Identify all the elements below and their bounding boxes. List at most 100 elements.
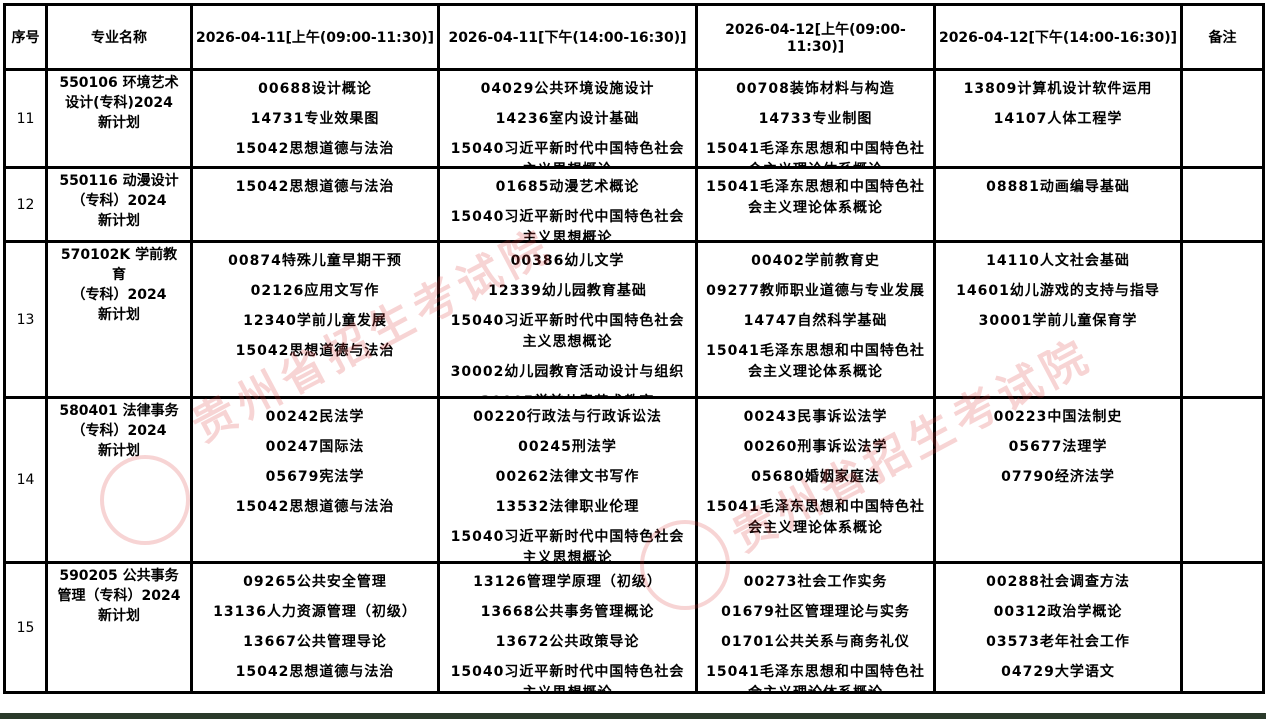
course-item: 00260刑事诉讼法学 (743, 439, 888, 455)
major-name-line: 新计划 (98, 115, 140, 131)
course-item: 12339幼儿园教育基础 (488, 283, 647, 299)
row-number: 14 (3, 396, 48, 564)
course-item: 15042思想道德与法治 (235, 179, 395, 195)
exam-slot-cell: 09265公共安全管理 13136人力资源管理（初级） 13667公共管理导论 150… (190, 561, 440, 694)
course-item: 15040习近平新时代中国特色社会主义思想概论 (450, 664, 685, 690)
course-item: 00245刑法学 (518, 439, 617, 455)
note-cell (1180, 68, 1265, 169)
header-row: 序号 专业名称 2026-04-11[上午(09:00-11:30)] 2026-04… (3, 3, 1265, 71)
course-item: 15041毛泽东思想和中国特色社会主义理论体系概论 (706, 664, 925, 690)
course-item: 14733专业制图 (758, 111, 873, 127)
course-item: 13136人力资源管理（初级） (213, 604, 417, 620)
exam-slot-cell: 00874特殊儿童早期干预 02126应用文写作 12340学前儿童发展 15042思… (190, 240, 440, 399)
course-item: 13667公共管理导论 (243, 634, 387, 650)
course-item: 15042思想道德与法治 (235, 499, 395, 515)
course-item: 14107人体工程学 (993, 111, 1123, 127)
exam-slot-cell: 14110人文社会基础 14601幼儿游戏的支持与指导 30001学前儿童保育学 (933, 240, 1183, 399)
course-item: 01701公共关系与商务礼仪 (721, 634, 910, 650)
exam-slot-cell: 00386幼儿文学 12339幼儿园教育基础 15040习近平新时代中国特色社会主义… (437, 240, 698, 399)
major-name-line: 新计划 (98, 608, 140, 624)
table-row: 14 580401 法律事务 （专科）2024 新计划 00242民法学 00247国际法… (3, 396, 1265, 564)
course-item: 00273社会工作实务 (743, 574, 888, 590)
course-item: 00242民法学 (265, 409, 365, 425)
row-number: 12 (3, 166, 48, 243)
note-cell (1180, 396, 1265, 564)
course-item: 05679宪法学 (265, 469, 365, 485)
exam-slot-cell: 00708装饰材料与构造 14733专业制图 15041毛泽东思想和中国特色社会主义… (695, 68, 936, 169)
course-item: 01685动漫艺术概论 (495, 179, 640, 195)
major-name-line: 550116 动漫设计 (59, 173, 179, 189)
exam-slot-cell: 08881动画编导基础 (933, 166, 1183, 243)
exam-slot-cell: 00243民事诉讼法学 00260刑事诉讼法学 05680婚姻家庭法 15041毛泽东… (695, 396, 936, 564)
course-item: 00402学前教育史 (751, 253, 880, 269)
column-header: 2026-04-12[上午(09:00-11:30)] (695, 3, 936, 71)
major-name: 570102K 学前教育 （专科）2024 新计划 (45, 240, 193, 399)
course-item: 00220行政法与行政诉讼法 (473, 409, 662, 425)
course-item: 15040习近平新时代中国特色社会主义思想概论 (450, 209, 685, 240)
course-item: 09277教师职业道德与专业发展 (706, 283, 925, 299)
course-item: 03573老年社会工作 (986, 634, 1130, 650)
major-name-line: 新计划 (98, 307, 140, 323)
course-item: 08881动画编导基础 (986, 179, 1130, 195)
row-number: 13 (3, 240, 48, 399)
course-item: 00312政治学概论 (993, 604, 1123, 620)
exam-slot-cell: 00402学前教育史 09277教师职业道德与专业发展 14747自然科学基础 150… (695, 240, 936, 399)
course-item: 15041毛泽东思想和中国特色社会主义理论体系概论 (706, 499, 925, 536)
course-item: 14236室内设计基础 (495, 111, 640, 127)
course-item: 15040习近平新时代中国特色社会主义思想概论 (450, 529, 685, 561)
exam-slot-cell: 00220行政法与行政诉讼法 00245刑法学 00262法律文书写作 13532法律… (437, 396, 698, 564)
course-item: 14747自然科学基础 (743, 313, 888, 329)
table-row: 15 590205 公共事务 管理（专科）2024 新计划 09265公共安全管理 131… (3, 561, 1265, 694)
major-name-line: （专科）2024 (71, 193, 167, 209)
course-item: 00243民事诉讼法学 (743, 409, 888, 425)
exam-slot-cell: 00273社会工作实务 01679社区管理理论与实务 01701公共关系与商务礼仪 1… (695, 561, 936, 694)
course-item: 13126管理学原理（初级） (473, 574, 662, 590)
course-item: 13809计算机设计软件运用 (963, 81, 1153, 97)
course-item: 13672公共政策导论 (495, 634, 640, 650)
course-item: 04029公共环境设施设计 (480, 81, 655, 97)
course-item: 30005学前儿童艺术教育 (477, 392, 659, 395)
column-header: 2026-04-12[下午(14:00-16:30)] (933, 3, 1183, 71)
course-item: 00688设计概论 (258, 81, 372, 97)
exam-slot-cell: 00288社会调查方法 00312政治学概论 03573老年社会工作 04729大学语… (933, 561, 1183, 694)
course-item: 30001学前儿童保育学 (978, 313, 1138, 329)
major-name-line: （专科）2024 (71, 423, 167, 439)
table-row: 12 550116 动漫设计 （专科）2024 新计划 15042思想道德与法治 0168… (3, 166, 1265, 243)
major-name: 580401 法律事务 （专科）2024 新计划 (45, 396, 193, 564)
row-number: 11 (3, 68, 48, 169)
major-name-line: 管理（专科）2024 (57, 588, 181, 604)
major-name-line: （专科）2024 (71, 287, 167, 303)
course-item: 02126应用文写作 (250, 283, 380, 299)
course-item: 15041毛泽东思想和中国特色社会主义理论体系概论 (706, 179, 925, 216)
exam-slot-cell: 00242民法学 00247国际法 05679宪法学 15042思想道德与法治 (190, 396, 440, 564)
course-item: 05677法理学 (1008, 439, 1108, 455)
column-header: 序号 (3, 3, 48, 71)
table-row: 11 550106 环境艺术 设计(专科)2024 新计划 00688设计概论 14731… (3, 68, 1265, 169)
major-name-line: 570102K 学前教育 (60, 247, 178, 283)
exam-slot-cell: 13809计算机设计软件运用 14107人体工程学 (933, 68, 1183, 169)
course-item: 15040习近平新时代中国特色社会主义思想概论 (450, 141, 685, 165)
column-header: 2026-04-11[下午(14:00-16:30)] (437, 3, 698, 71)
course-item: 13668公共事务管理概论 (480, 604, 655, 620)
course-item: 14731专业效果图 (250, 111, 380, 127)
course-item: 14601幼儿游戏的支持与指导 (956, 283, 1160, 299)
exam-slot-cell: 13126管理学原理（初级） 13668公共事务管理概论 13672公共政策导论 15… (437, 561, 698, 694)
course-item: 00288社会调查方法 (986, 574, 1130, 590)
course-item: 04729大学语文 (1001, 664, 1115, 680)
exam-slot-cell: 01685动漫艺术概论 15040习近平新时代中国特色社会主义思想概论 (437, 166, 698, 243)
major-name-line: 580401 法律事务 (59, 403, 179, 419)
course-item: 15041毛泽东思想和中国特色社会主义理论体系概论 (706, 343, 925, 380)
column-header: 专业名称 (45, 3, 193, 71)
major-name-line: 新计划 (98, 443, 140, 459)
exam-slot-cell: 00223中国法制史 05677法理学 07790经济法学 (933, 396, 1183, 564)
major-name-line: 新计划 (98, 213, 140, 229)
major-name-line: 设计(专科)2024 (65, 95, 173, 111)
major-name-line: 590205 公共事务 (59, 568, 179, 584)
course-item: 14110人文社会基础 (986, 253, 1130, 269)
exam-slot-cell: 15042思想道德与法治 (190, 166, 440, 243)
major-name-line: 550106 环境艺术 (59, 75, 179, 91)
course-item: 00874特殊儿童早期干预 (228, 253, 402, 269)
major-name: 550106 环境艺术 设计(专科)2024 新计划 (45, 68, 193, 169)
course-item: 00247国际法 (265, 439, 365, 455)
row-number: 15 (3, 561, 48, 694)
